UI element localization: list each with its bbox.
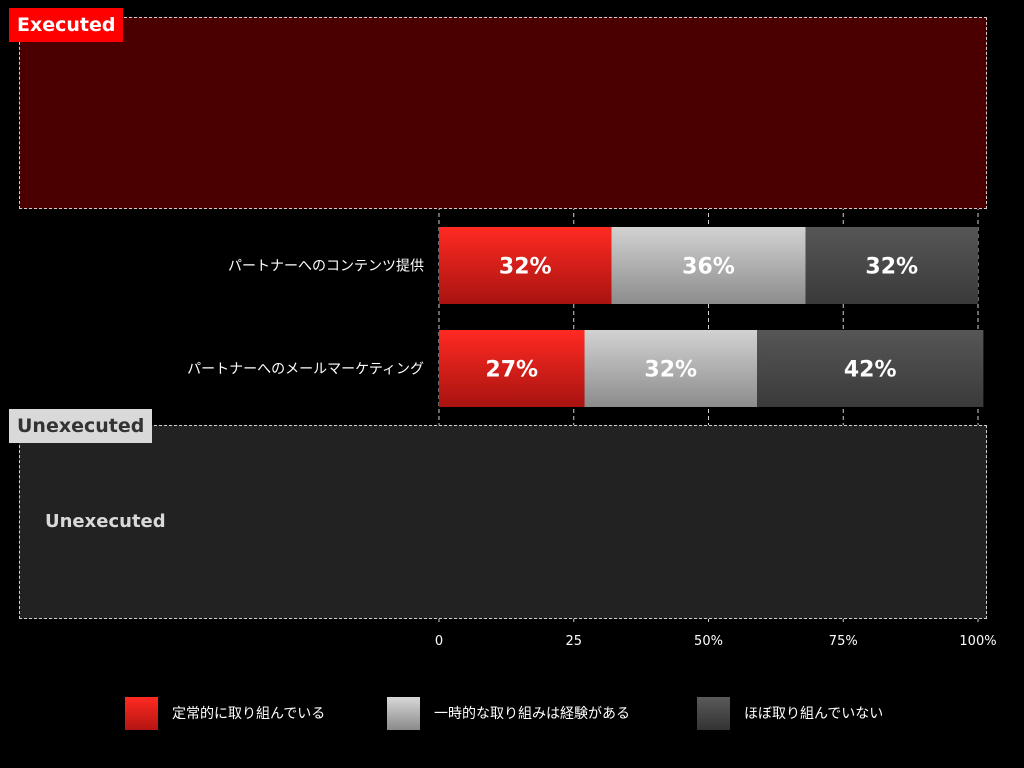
category-label-2: パートナーへのコンテンツ提供 [228,259,424,275]
value-label-temporary-2: 36% [682,255,735,280]
x-tick-label-50: 50% [694,634,723,649]
legend-label-temporary: 一時的な取り組みは経験がある [434,706,630,722]
value-label-none-2: 32% [865,255,918,280]
bar-temporary-3 [584,330,758,407]
legend-label-none: ほぼ取り組んでいない [744,706,884,722]
bar-none-2 [805,227,978,304]
unexecuted-group-box [19,425,987,619]
value-label-none-3: 42% [844,358,897,383]
x-tick-label-25: 25 [565,634,582,649]
legend-swatch-temporary [387,696,420,730]
category-label-3: パートナーへのメールマーケティング [187,362,424,378]
legend: 定常的に取り組んでいる 一時的な取り組みは経験がある ほぼ取り組んでいない [0,696,1024,730]
value-label-temporary-3: 32% [644,358,697,383]
x-tick-label-0: 0 [435,634,443,649]
x-tick-label-100: 100% [959,634,996,649]
legend-swatch-regular [125,696,158,730]
legend-swatch-none [697,696,730,730]
executed-tag: Executed [9,8,124,42]
unexecuted-inner-label: Unexecuted [45,511,166,532]
value-label-regular-2: 32% [499,255,552,280]
unexecuted-tag: Unexecuted [9,409,153,443]
value-label-regular-3: 27% [485,358,538,383]
x-tick-label-75: 75% [829,634,858,649]
bar-none-3 [757,330,984,407]
bar-regular-2 [439,227,612,304]
legend-item-regular: 定常的に取り組んでいる [125,696,325,730]
executed-group-box [19,17,987,209]
legend-item-none: ほぼ取り組んでいない [697,696,883,730]
legend-item-temporary: 一時的な取り組みは経験がある [387,696,630,730]
bar-temporary-2 [611,227,806,304]
bar-regular-3 [439,330,585,407]
legend-label-regular: 定常的に取り組んでいる [172,706,326,722]
